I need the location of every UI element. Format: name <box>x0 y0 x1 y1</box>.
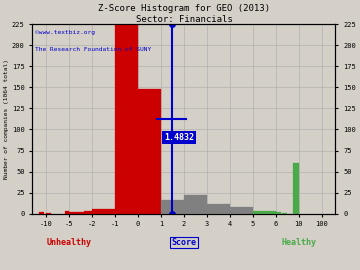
Bar <box>85 211 92 214</box>
Bar <box>115 23 138 214</box>
Bar <box>282 213 287 214</box>
Bar <box>39 212 44 214</box>
Bar <box>207 204 230 214</box>
Text: Score: Score <box>171 238 197 247</box>
Text: ©www.textbiz.org: ©www.textbiz.org <box>35 30 95 35</box>
Bar <box>46 213 51 214</box>
Bar <box>92 210 115 214</box>
Text: 1.4832: 1.4832 <box>165 133 194 142</box>
Bar <box>253 211 275 214</box>
Text: Healthy: Healthy <box>282 238 316 247</box>
Bar <box>276 212 282 214</box>
Bar <box>138 89 161 214</box>
Bar <box>293 163 299 214</box>
Y-axis label: Number of companies (1064 total): Number of companies (1064 total) <box>4 59 9 179</box>
Bar <box>64 211 69 214</box>
Text: The Research Foundation of SUNY: The Research Foundation of SUNY <box>35 47 152 52</box>
Text: Unhealthy: Unhealthy <box>46 238 91 247</box>
Bar <box>161 200 184 214</box>
Bar <box>69 212 77 214</box>
Title: Z-Score Histogram for GEO (2013)
Sector: Financials: Z-Score Histogram for GEO (2013) Sector:… <box>98 4 270 23</box>
Bar <box>184 195 207 214</box>
Bar <box>230 207 253 214</box>
Bar <box>77 212 84 214</box>
